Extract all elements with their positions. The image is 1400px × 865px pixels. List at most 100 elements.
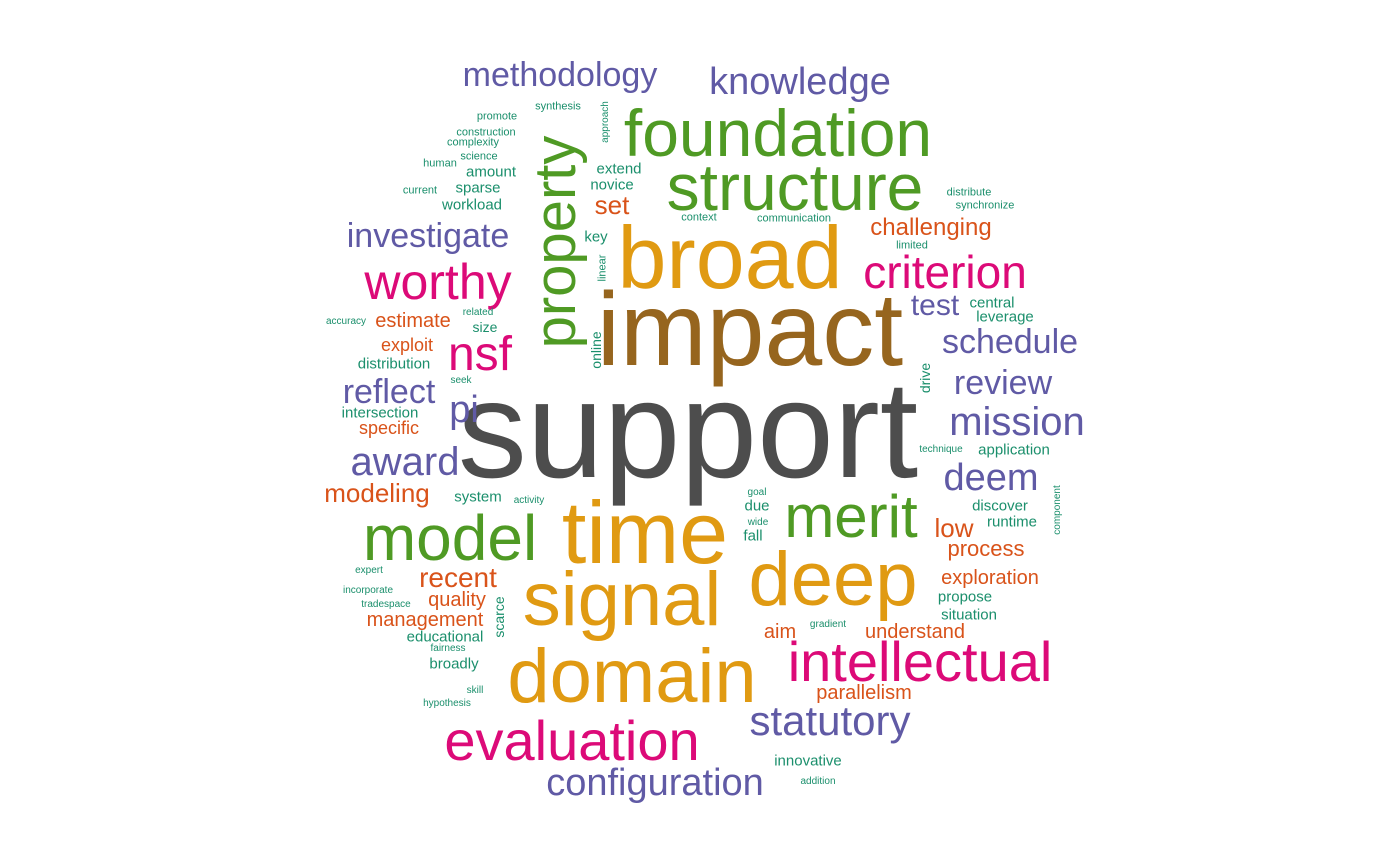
word-size: size xyxy=(472,319,498,335)
word-aim: aim xyxy=(763,621,797,643)
word-parallelism: parallelism xyxy=(816,682,912,704)
word-limited: limited xyxy=(896,239,928,252)
word-investigate: investigate xyxy=(346,217,510,255)
word-amount: amount xyxy=(465,163,517,181)
word-broad: broad xyxy=(617,208,843,307)
word-gradient: gradient xyxy=(809,619,847,630)
word-key: key xyxy=(584,228,608,246)
word-test: test xyxy=(910,289,960,322)
word-support: support xyxy=(457,353,919,507)
word-methodology: methodology xyxy=(462,56,658,94)
word-domain: domain xyxy=(507,634,757,719)
word-schedule: schedule xyxy=(941,323,1079,361)
word-synthesis: synthesis xyxy=(535,100,581,113)
word-approach: approach xyxy=(600,101,611,143)
word-challenging: challenging xyxy=(870,214,992,241)
word-system: system xyxy=(454,488,502,506)
word-novice: novice xyxy=(590,176,634,194)
word-seek: seek xyxy=(450,375,472,386)
word-estimate: estimate xyxy=(375,310,451,332)
word-discover: discover xyxy=(972,497,1028,515)
word-criterion: criterion xyxy=(863,246,1027,298)
word-complexity: complexity xyxy=(447,136,499,149)
word-structure: structure xyxy=(666,150,924,224)
word-statutory: statutory xyxy=(749,697,911,744)
word-propose: propose xyxy=(937,588,993,606)
word-fall: fall xyxy=(743,527,763,545)
word-review: review xyxy=(953,364,1053,402)
word-reflect: reflect xyxy=(342,373,436,411)
word-related: related xyxy=(462,307,494,318)
word-communication: communication xyxy=(757,212,831,225)
word-award: award xyxy=(350,440,460,484)
word-quality: quality xyxy=(428,589,486,611)
word-pi: pi xyxy=(449,389,479,431)
word-set: set xyxy=(594,190,630,220)
word-educational: educational xyxy=(406,628,484,646)
word-accuracy: accuracy xyxy=(325,316,367,327)
word-runtime: runtime xyxy=(986,513,1038,531)
word-addition: addition xyxy=(800,776,836,787)
word-goal: goal xyxy=(747,487,767,498)
word-online: online xyxy=(588,331,604,369)
word-specific: specific xyxy=(358,418,420,438)
word-management: management xyxy=(366,609,484,631)
word-recent: recent xyxy=(419,562,497,593)
word-distribution: distribution xyxy=(357,355,431,373)
word-foundation: foundation xyxy=(623,96,933,170)
word-expert: expert xyxy=(355,565,383,576)
word-fairness: fairness xyxy=(430,643,466,654)
word-wide: wide xyxy=(747,517,769,528)
word-exploration: exploration xyxy=(941,567,1039,589)
word-extend: extend xyxy=(596,160,642,178)
word-component: component xyxy=(1052,485,1063,535)
word-construction: construction xyxy=(456,126,516,139)
word-mission: mission xyxy=(949,400,1085,444)
word-activity: activity xyxy=(513,495,545,506)
word-incorporate: incorporate xyxy=(342,585,394,596)
word-signal: signal xyxy=(522,557,722,642)
word-scarce: scarce xyxy=(491,596,507,638)
word-deep: deep xyxy=(748,537,918,622)
word-evaluation: evaluation xyxy=(444,709,700,772)
word-property: property xyxy=(523,135,588,349)
word-nsf: nsf xyxy=(447,328,513,381)
word-model: model xyxy=(362,502,538,574)
word-innovative: innovative xyxy=(774,752,842,770)
word-synchronize: synchronize xyxy=(955,199,1015,212)
word-context: context xyxy=(681,211,717,224)
word-distribute: distribute xyxy=(946,186,992,199)
word-modeling: modeling xyxy=(324,478,430,508)
word-skill: skill xyxy=(466,685,484,696)
word-linear: linear xyxy=(596,254,609,282)
word-application: application xyxy=(978,441,1050,459)
word-due: due xyxy=(744,497,770,515)
word-exploit: exploit xyxy=(380,335,434,355)
word-science: science xyxy=(460,150,498,163)
word-promote: promote xyxy=(476,110,518,123)
word-drive: drive xyxy=(917,362,933,394)
word-time: time xyxy=(561,483,729,582)
word-process: process xyxy=(947,536,1025,561)
word-low: low xyxy=(934,513,974,543)
word-intersection: intersection xyxy=(341,404,419,422)
word-intellectual: intellectual xyxy=(787,630,1053,693)
word-deem: deem xyxy=(943,457,1039,499)
word-impact: impact xyxy=(596,272,904,388)
word-worthy: worthy xyxy=(364,254,512,310)
word-current: current xyxy=(402,184,438,197)
word-tradespace: tradespace xyxy=(361,599,411,610)
word-central: central xyxy=(969,294,1015,312)
word-human: human xyxy=(423,157,457,170)
word-technique: technique xyxy=(919,444,963,455)
word-workload: workload xyxy=(441,196,503,214)
word-understand: understand xyxy=(864,621,966,643)
word-leverage: leverage xyxy=(976,308,1034,326)
word-situation: situation xyxy=(941,606,997,624)
word-configuration: configuration xyxy=(546,762,764,804)
word-merit: merit xyxy=(784,483,918,550)
word-knowledge: knowledge xyxy=(709,61,891,103)
word-sparse: sparse xyxy=(455,179,501,197)
word-broadly: broadly xyxy=(429,655,479,673)
